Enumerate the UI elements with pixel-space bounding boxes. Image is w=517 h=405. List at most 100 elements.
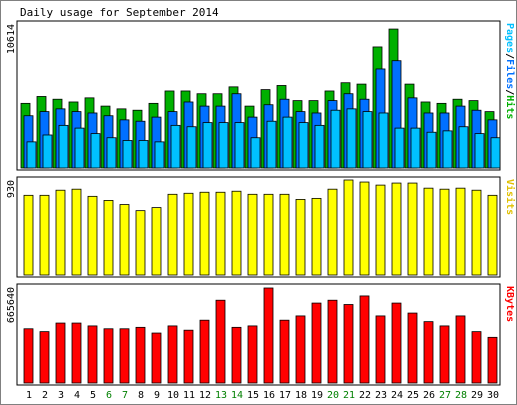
visits-bar-visits-day-6 (103, 200, 114, 276)
usage-bar-pages-day-19 (314, 124, 325, 169)
day-label-30: 30 (487, 390, 499, 401)
kbytes-bar-kbytes-day-19 (311, 302, 322, 384)
usage-bar-pages-day-5 (90, 133, 101, 169)
usage-side-label-part: / (504, 89, 515, 95)
usage-side-label-part: Hits (504, 95, 516, 119)
usage-side-label-part: Files (504, 59, 516, 89)
usage-bar-pages-day-15 (250, 137, 261, 169)
visits-bar-visits-day-28 (455, 187, 466, 276)
visits-bar-visits-day-13 (215, 191, 226, 276)
kbytes-bar-kbytes-day-13 (215, 299, 226, 384)
day-label-19: 19 (311, 390, 323, 401)
usage-bar-pages-day-16 (266, 120, 277, 169)
usage-bar-pages-day-8 (138, 140, 149, 169)
day-label-21: 21 (343, 390, 355, 401)
visits-max-label: 930 (6, 180, 17, 198)
day-label-3: 3 (58, 390, 64, 401)
visits-bar-visits-day-8 (135, 210, 146, 276)
day-label-5: 5 (90, 390, 96, 401)
usage-bar-pages-day-9 (154, 141, 165, 169)
kbytes-bar-kbytes-day-27 (439, 325, 450, 384)
usage-bar-pages-day-23 (378, 112, 389, 169)
kbytes-bar-kbytes-day-7 (119, 328, 130, 384)
usage-side-label-part: / (504, 53, 515, 59)
usage-bar-pages-day-1 (26, 141, 37, 169)
visits-bar-visits-day-18 (295, 199, 306, 276)
kbytes-bar-kbytes-day-15 (247, 325, 258, 384)
kbytes-bar-kbytes-day-22 (359, 295, 370, 384)
usage-bar-pages-day-30 (490, 137, 501, 169)
kbytes-bar-kbytes-day-6 (103, 328, 114, 384)
usage-bar-pages-day-11 (186, 126, 197, 169)
day-label-10: 10 (167, 390, 179, 401)
day-label-14: 14 (231, 390, 243, 401)
usage-max-label: 10614 (6, 24, 17, 54)
kbytes-bar-kbytes-day-16 (263, 287, 274, 384)
day-label-4: 4 (74, 390, 80, 401)
usage-bar-pages-day-14 (234, 122, 245, 169)
visits-bar-visits-day-10 (167, 193, 178, 276)
visits-bar-visits-day-2 (39, 194, 50, 276)
visits-bar-visits-day-25 (407, 182, 418, 276)
day-label-16: 16 (263, 390, 275, 401)
visits-bar-visits-day-20 (327, 188, 338, 276)
day-label-13: 13 (215, 390, 227, 401)
visits-side-label: Visits (504, 179, 516, 215)
visits-bar-visits-day-4 (71, 188, 82, 276)
usage-bar-pages-day-4 (74, 127, 85, 169)
kbytes-bar-kbytes-day-4 (71, 322, 82, 384)
day-label-6: 6 (106, 390, 112, 401)
visits-bar-visits-day-16 (263, 193, 274, 276)
usage-bar-pages-day-26 (426, 131, 437, 169)
kbytes-bar-kbytes-day-11 (183, 329, 194, 384)
day-label-9: 9 (154, 390, 160, 401)
kbytes-bar-kbytes-day-9 (151, 332, 162, 384)
visits-series-visits (23, 179, 498, 276)
usage-bar-pages-day-2 (42, 134, 53, 169)
usage-panel: 10614 Pages/Files/Hits (6, 20, 516, 171)
kbytes-series-kbytes (23, 287, 498, 384)
visits-bar-visits-day-21 (343, 179, 354, 276)
day-labels: 1 2 3 4 5 6 7 8 9 10 11 12 13 14 15 16 17 18 19 20 21 22 23 24 2… (26, 390, 499, 401)
kbytes-bar-kbytes-day-28 (455, 315, 466, 384)
visits-bar-visits-day-1 (23, 194, 34, 276)
kbytes-bar-kbytes-day-8 (135, 326, 146, 384)
visits-panel: 930 Visits (6, 176, 516, 278)
visits-bar-visits-day-17 (279, 193, 290, 276)
usage-side-label: Pages/Files/Hits (504, 23, 516, 119)
day-label-12: 12 (199, 390, 211, 401)
usage-bar-pages-day-21 (346, 108, 357, 169)
day-label-8: 8 (138, 390, 144, 401)
kbytes-bar-kbytes-day-26 (423, 321, 434, 384)
kbytes-bar-kbytes-day-21 (343, 304, 354, 384)
usage-bar-pages-day-12 (202, 122, 213, 169)
visits-bar-visits-day-24 (391, 182, 402, 276)
kbytes-bar-kbytes-day-25 (407, 312, 418, 384)
day-label-11: 11 (183, 390, 195, 401)
visits-bar-visits-day-22 (359, 181, 370, 276)
usage-bar-pages-day-22 (362, 111, 373, 169)
visits-bar-visits-day-11 (183, 192, 194, 276)
usage-bar-pages-day-13 (218, 122, 229, 169)
day-label-1: 1 (26, 390, 32, 401)
usage-side-label-part: Pages (504, 23, 515, 53)
visits-bar-visits-day-12 (199, 191, 210, 276)
usage-bar-pages-day-10 (170, 124, 181, 169)
day-label-28: 28 (455, 390, 467, 401)
kbytes-bar-kbytes-day-2 (39, 331, 50, 384)
visits-bar-visits-day-23 (375, 184, 386, 276)
kbytes-max-label: 665640 (6, 287, 17, 323)
visits-bar-visits-day-29 (471, 189, 482, 276)
kbytes-side-label-part: KBytes (504, 286, 515, 322)
visits-bar-visits-day-3 (55, 189, 66, 276)
usage-series-pages (26, 108, 501, 169)
usage-bar-pages-day-20 (330, 109, 341, 169)
day-label-17: 17 (279, 390, 291, 401)
day-label-26: 26 (423, 390, 435, 401)
kbytes-frame (16, 283, 501, 386)
usage-bar-pages-day-28 (458, 126, 469, 169)
kbytes-bar-kbytes-day-12 (199, 319, 210, 384)
day-label-2: 2 (42, 390, 48, 401)
visits-bar-visits-day-27 (439, 188, 450, 276)
chart-title: Daily usage for September 2014 (20, 6, 219, 19)
